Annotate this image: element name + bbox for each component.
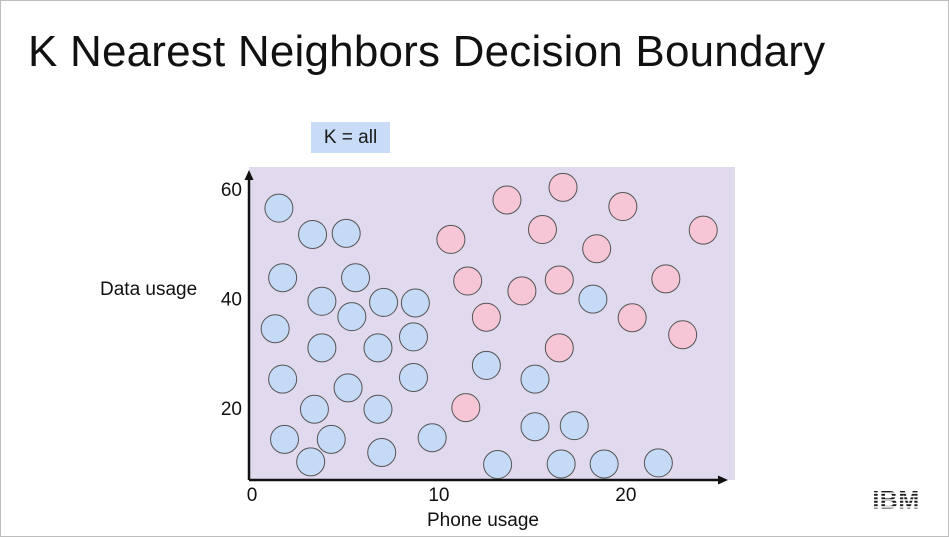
x-axis-label: Phone usage <box>427 510 539 531</box>
pink-point <box>527 215 557 245</box>
slide-title: K Nearest Neighbors Decision Boundary <box>28 27 826 76</box>
blue-point <box>578 284 608 314</box>
blue-point <box>471 350 501 380</box>
blue-point <box>341 263 371 293</box>
x-tick-label: 20 <box>615 485 636 506</box>
blue-point <box>268 364 298 394</box>
pink-point <box>507 276 537 306</box>
svg-text:IBM: IBM <box>872 487 919 511</box>
blue-point <box>363 333 393 363</box>
x-tick-label: 10 <box>428 485 449 506</box>
blue-point <box>268 263 298 293</box>
pink-point <box>608 192 638 222</box>
y-axis-arrow <box>244 170 254 180</box>
blue-point <box>589 449 619 479</box>
blue-point <box>559 411 589 441</box>
blue-point <box>316 424 346 454</box>
blue-point <box>333 373 363 403</box>
blue-point <box>337 302 367 332</box>
pink-point <box>451 393 481 423</box>
blue-point <box>296 447 326 477</box>
pink-point <box>617 303 647 333</box>
blue-point <box>398 362 428 392</box>
blue-point <box>400 288 430 318</box>
blue-point <box>260 314 290 344</box>
y-axis-label: Data usage <box>100 279 198 300</box>
blue-point <box>298 219 328 249</box>
ibm-logo: IBM <box>872 487 919 511</box>
blue-point <box>264 193 294 223</box>
blue-point <box>363 394 393 424</box>
blue-point <box>367 438 397 468</box>
y-tick-label: 40 <box>221 290 242 311</box>
blue-point <box>520 364 550 394</box>
blue-point <box>307 286 337 316</box>
blue-point <box>270 424 300 454</box>
pink-point <box>453 266 483 296</box>
blue-point <box>331 218 361 248</box>
pink-point <box>548 172 578 202</box>
blue-point <box>643 448 673 478</box>
k-value-badge: K = all <box>311 122 390 153</box>
pink-point <box>492 185 522 215</box>
y-tick-label: 60 <box>221 180 242 201</box>
blue-point <box>398 322 428 352</box>
x-axis-arrow <box>718 475 728 485</box>
pink-point <box>436 224 466 254</box>
x-tick-label: 0 <box>247 485 258 506</box>
blue-point <box>307 333 337 363</box>
blue-point <box>417 423 447 453</box>
blue-point <box>546 449 576 479</box>
y-tick-label: 20 <box>221 399 242 420</box>
pink-point <box>688 215 718 245</box>
pink-point <box>471 302 501 332</box>
pink-point <box>651 264 681 294</box>
blue-point <box>520 412 550 442</box>
pink-point <box>544 333 574 363</box>
blue-point <box>299 394 329 424</box>
blue-point <box>483 450 513 480</box>
pink-point <box>582 234 612 264</box>
pink-point <box>544 265 574 295</box>
blue-point <box>369 287 399 317</box>
pink-point <box>668 320 698 350</box>
